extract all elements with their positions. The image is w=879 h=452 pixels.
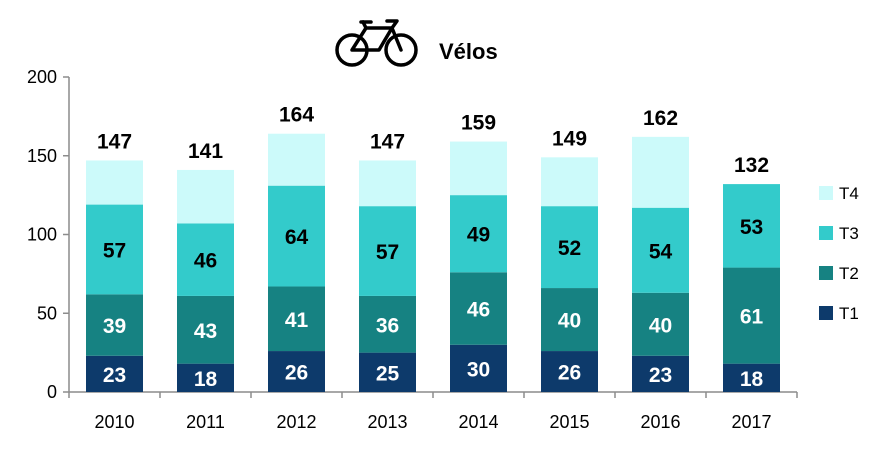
data-label-t1: 25: [376, 362, 400, 385]
data-label-t2: 41: [285, 309, 309, 332]
bar-segment-t2: [632, 292, 689, 356]
bar-segment-t2: [86, 294, 143, 356]
bar-segment-t2: [723, 267, 780, 364]
legend-label-t3: T3: [839, 224, 859, 243]
data-label-t3: 57: [376, 241, 399, 264]
data-label-t3: 64: [285, 226, 309, 249]
bar-segment-t3: [723, 184, 780, 268]
total-label: 162: [643, 107, 678, 130]
data-label-t1: 23: [649, 364, 672, 387]
legend-label-t1: T1: [839, 304, 859, 323]
bar-segment-t1: [450, 344, 507, 392]
data-label-t3: 57: [103, 239, 126, 262]
data-label-t2: 40: [558, 310, 581, 333]
data-label-t2: 40: [649, 314, 672, 337]
bar-segment-t1: [723, 363, 780, 392]
data-label-t3: 52: [558, 237, 581, 260]
data-label-t1: 23: [103, 364, 126, 387]
legend-swatch-t1: [819, 306, 833, 320]
bar-segment-t1: [177, 363, 234, 392]
bar-segment-t2: [450, 272, 507, 345]
total-label: 141: [188, 140, 223, 163]
data-label-t3: 54: [649, 240, 673, 263]
x-tick-label: 2017: [731, 412, 771, 432]
bar-segment-t2: [541, 288, 598, 352]
total-label: 132: [734, 154, 769, 177]
legend: T4 T3 T2 T1: [819, 184, 859, 323]
data-label-t3: 46: [194, 250, 217, 273]
y-tick-label: 150: [27, 146, 57, 166]
bar-segment-t3: [359, 206, 416, 296]
bar-segment-t4: [359, 160, 416, 207]
bar-segment-t2: [268, 286, 325, 352]
x-tick-label: 2013: [367, 412, 407, 432]
bar-segment-t4: [268, 133, 325, 186]
bar-segment-t2: [359, 295, 416, 353]
totals-group: 147 141 164 147 159 149 162 132: [97, 104, 769, 177]
bar-segment-t1: [359, 352, 416, 392]
total-label: 159: [461, 112, 496, 135]
bar-segment-t3: [632, 207, 689, 293]
total-label: 149: [552, 127, 587, 150]
bar-segment-t4: [86, 160, 143, 205]
bar-segment-t3: [450, 195, 507, 273]
data-label-t1: 30: [467, 358, 490, 381]
y-tick-label: 200: [27, 67, 57, 87]
bar-segment-t1: [541, 351, 598, 392]
y-tick-label: 0: [47, 382, 57, 402]
x-tick-label: 2012: [276, 412, 316, 432]
bar-segment-t4: [541, 157, 598, 207]
data-label-t1: 18: [194, 368, 218, 391]
chart-title-group: Vélos: [335, 19, 498, 67]
total-label: 147: [370, 130, 405, 153]
legend-swatch-t2: [819, 266, 833, 280]
data-label-t2: 36: [376, 314, 399, 337]
data-label-t3: 53: [740, 216, 763, 239]
data-label-t2: 43: [194, 320, 217, 343]
bar-segment-t4: [177, 169, 234, 224]
bar-segment-t1: [86, 355, 143, 392]
x-tick-label: 2011: [186, 412, 225, 432]
data-label-t3: 49: [467, 224, 490, 247]
bar-segment-t4: [450, 141, 507, 196]
x-tick-label: 2016: [640, 412, 680, 432]
y-tick-label: 100: [27, 225, 57, 245]
data-label-t1: 26: [558, 362, 581, 385]
total-label: 147: [97, 130, 132, 153]
x-tick-label: 2010: [94, 412, 134, 432]
data-label-t2: 39: [103, 315, 126, 338]
bar-segment-t4: [632, 136, 689, 208]
bar-segment-t3: [177, 223, 234, 296]
legend-label-t2: T2: [839, 264, 859, 283]
x-tick-label: 2015: [549, 412, 589, 432]
chart-title: Vélos: [439, 39, 498, 64]
bars-group: 23 39 57 18 43 46 26 41 64 25 36 57 30 46 49 26 40 52 23 40…: [86, 133, 780, 392]
x-tick-label: 2014: [458, 412, 498, 432]
legend-label-t4: T4: [839, 184, 859, 203]
legend-swatch-t4: [819, 186, 833, 200]
legend-swatch-t3: [819, 226, 833, 240]
bar-segment-t1: [632, 355, 689, 392]
data-label-t2: 46: [467, 299, 490, 322]
bar-segment-t3: [541, 206, 598, 289]
total-label: 164: [279, 104, 314, 127]
data-label-t1: 18: [740, 368, 764, 391]
y-tick-label: 50: [37, 303, 57, 323]
bar-segment-t2: [177, 295, 234, 364]
bar-segment-t3: [86, 204, 143, 295]
data-label-t1: 26: [285, 362, 308, 385]
bicycle-icon: [335, 19, 418, 67]
data-label-t2: 61: [740, 306, 764, 329]
bar-segment-t3: [268, 185, 325, 287]
bar-segment-t1: [268, 351, 325, 392]
